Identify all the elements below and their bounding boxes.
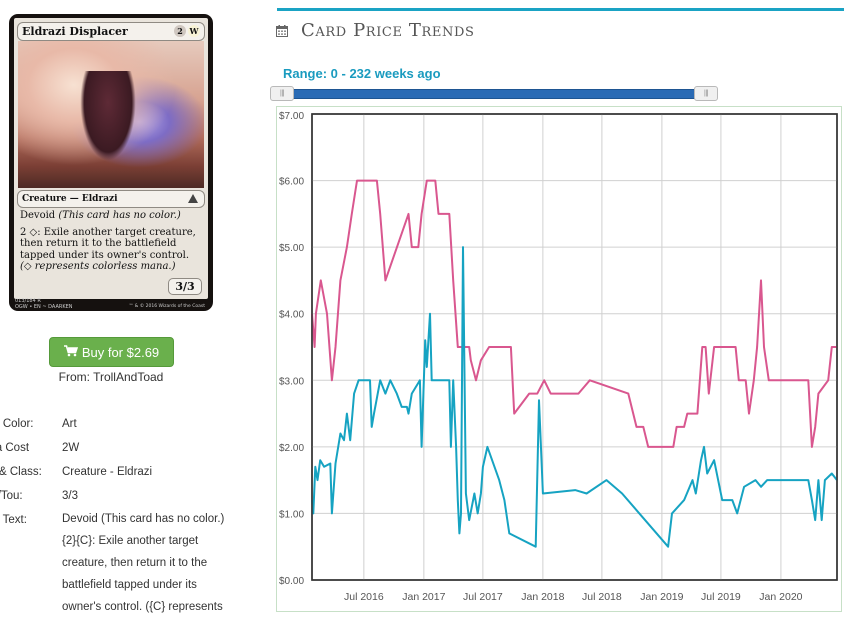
card-info-table: ard Color: Art ana Cost 2W pe & Class: Crea… bbox=[0, 412, 242, 618]
y-tick-label: $2.00 bbox=[279, 443, 304, 454]
info-label: ard Color: bbox=[0, 418, 34, 430]
range-slider-handle-left[interactable]: ||| bbox=[270, 86, 294, 101]
card-image: Eldrazi Displacer 2 W Creature — Eldrazi… bbox=[9, 14, 213, 311]
mana-cost: 2 W bbox=[174, 25, 200, 37]
y-tick-label: $0.00 bbox=[279, 576, 304, 587]
generic-mana-symbol: 2 bbox=[174, 25, 186, 37]
calendar-icon bbox=[276, 24, 288, 37]
set-symbol-icon bbox=[188, 194, 198, 203]
price-chart-container: $0.00 $1.00 $2.00 $3.00 $4.00 $5.00 $6.00 $7.00… bbox=[276, 106, 842, 612]
info-label: pe & Class: bbox=[0, 466, 42, 478]
section-divider bbox=[277, 8, 844, 11]
copyright: ™ & © 2016 Wizards of the Coast bbox=[128, 304, 205, 309]
cart-icon bbox=[63, 338, 78, 368]
y-tick-label: $1.00 bbox=[279, 509, 304, 520]
rules-colorless-reminder: (◇ represents colorless mana.) bbox=[20, 261, 176, 272]
buy-button[interactable]: Buy for $2.69 bbox=[49, 337, 174, 367]
section-header: Card Price Trends bbox=[276, 18, 474, 42]
plot-border bbox=[311, 113, 838, 581]
info-value: Art bbox=[62, 418, 77, 430]
type-line: Creature — Eldrazi bbox=[22, 194, 118, 204]
y-tick-label: $3.00 bbox=[279, 376, 304, 387]
y-tick-label: $5.00 bbox=[279, 243, 304, 254]
info-row-color: ard Color: Art bbox=[0, 412, 242, 436]
info-row-pt: ow/Tou: 3/3 bbox=[0, 484, 242, 508]
info-row-text: ard Text: Devoid (This card has no color.… bbox=[0, 508, 242, 618]
buy-button-label: Buy for $2.69 bbox=[81, 345, 160, 360]
info-label: ow/Tou: bbox=[0, 490, 23, 502]
range-slider-handle-right[interactable]: ||| bbox=[694, 86, 718, 101]
price-chart: $0.00 $1.00 $2.00 $3.00 $4.00 $5.00 $6.00 $7.00… bbox=[279, 111, 838, 603]
x-tick-label: Jan 2019 bbox=[640, 591, 683, 603]
x-tick-label: Jan 2018 bbox=[521, 591, 564, 603]
eldrazi-figure bbox=[80, 71, 136, 161]
info-value: 2W bbox=[62, 442, 80, 454]
rules-text-box: Devoid (This card has no color.) 2 ◇: Ex… bbox=[20, 210, 202, 278]
section-title: Card Price Trends bbox=[301, 19, 475, 41]
range-label: Range: 0 - 232 weeks ago bbox=[283, 66, 441, 81]
x-tick-label: Jul 2018 bbox=[582, 591, 622, 603]
rules-ability: 2 ◇: Exile another target creature, then… bbox=[20, 226, 196, 261]
rules-keyword: Devoid bbox=[20, 210, 59, 221]
range-slider-track[interactable] bbox=[280, 89, 708, 99]
card-frame: Eldrazi Displacer 2 W Creature — Eldrazi… bbox=[14, 18, 208, 299]
power-toughness-box: 3/3 bbox=[168, 278, 202, 295]
y-tick-label: $6.00 bbox=[279, 177, 304, 188]
x-tick-label: Jan 2017 bbox=[402, 591, 445, 603]
x-tick-label: Jan 2020 bbox=[759, 591, 802, 603]
info-row-type: pe & Class: Creature - Eldrazi bbox=[0, 460, 242, 484]
seller-text: From: TrollAndToad bbox=[58, 370, 164, 384]
info-row-cost: ana Cost 2W bbox=[0, 436, 242, 460]
range-slider[interactable]: ||| ||| bbox=[270, 86, 718, 101]
artist-credit: OGW • EN ~ DAARKEN bbox=[15, 304, 73, 310]
card-name: Eldrazi Displacer bbox=[22, 25, 128, 38]
white-mana-symbol: W bbox=[188, 25, 200, 37]
info-label: ana Cost bbox=[0, 442, 30, 454]
collector-info: 013/184 R OGW • EN ~ DAARKEN bbox=[15, 298, 73, 310]
y-tick-label: $7.00 bbox=[279, 111, 304, 122]
info-value: 3/3 bbox=[62, 490, 78, 502]
type-line-bar: Creature — Eldrazi bbox=[17, 190, 205, 208]
info-value: Creature - Eldrazi bbox=[62, 466, 153, 478]
price-line-blue bbox=[311, 246, 838, 548]
x-tick-label: Jul 2019 bbox=[701, 591, 741, 603]
price-line-pink bbox=[311, 179, 837, 448]
collector-number: 013/184 R bbox=[15, 298, 41, 304]
info-label: ard Text: bbox=[0, 514, 27, 526]
plot-area bbox=[311, 113, 838, 581]
card-art bbox=[18, 41, 204, 188]
card-name-bar: Eldrazi Displacer 2 W bbox=[17, 22, 205, 41]
x-tick-label: Jul 2017 bbox=[463, 591, 503, 603]
x-tick-label: Jul 2016 bbox=[344, 591, 384, 603]
y-tick-label: $4.00 bbox=[279, 310, 304, 321]
rules-reminder: (This card has no color.) bbox=[58, 210, 181, 221]
info-value: Devoid (This card has no color.) {2}{C}:… bbox=[62, 513, 225, 613]
